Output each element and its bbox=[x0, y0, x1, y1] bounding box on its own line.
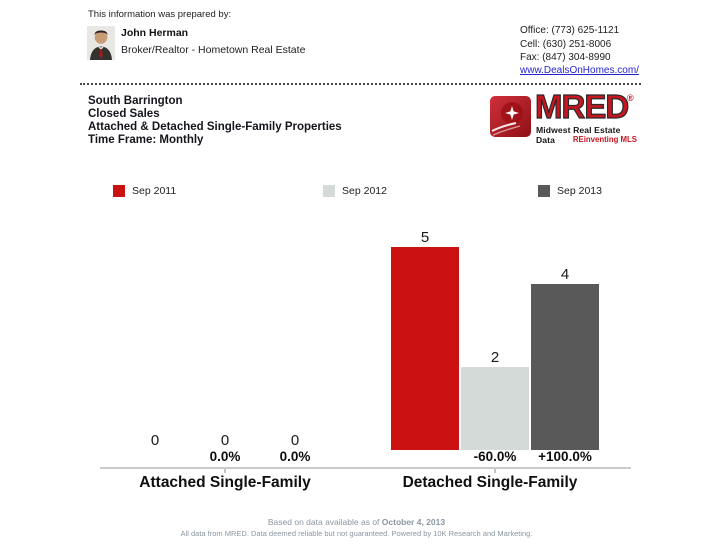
category-label-detached: Detached Single-Family bbox=[402, 474, 578, 491]
registered-mark: ® bbox=[627, 93, 634, 103]
pct-change-label: +100.0% bbox=[538, 449, 592, 464]
footer-date-prefix: Based on data available as of bbox=[267, 517, 382, 527]
pct-change-label bbox=[120, 449, 190, 464]
mred-wordmark: MRED bbox=[534, 88, 629, 125]
bar-group-detached: 5 2 4 bbox=[390, 230, 600, 450]
prepared-by-label: This information was prepared by: bbox=[88, 9, 232, 20]
dotted-separator bbox=[80, 83, 641, 85]
pct-change-label: 0.0% bbox=[209, 449, 241, 464]
contact-block: Office: (773) 625-1121 Cell: (630) 251-8… bbox=[520, 24, 619, 65]
bar-value-label: 0 bbox=[290, 432, 300, 449]
cell-phone: Cell: (630) 251-8006 bbox=[520, 38, 612, 50]
legend-label: Sep 2013 bbox=[557, 185, 602, 197]
bar-sep-2013 bbox=[531, 284, 599, 450]
report-time-frame: Time Frame: Monthly bbox=[88, 134, 204, 146]
bar-column: 0 bbox=[260, 230, 330, 450]
report-location: South Barrington bbox=[88, 95, 183, 107]
mred-logo: MRED ® Midwest Real Estate Data REinvent… bbox=[490, 88, 642, 145]
pct-change-label: -60.0% bbox=[473, 449, 517, 464]
report-property-types: Attached & Detached Single-Family Proper… bbox=[88, 121, 342, 133]
legend-label: Sep 2012 bbox=[342, 185, 387, 197]
legend-label: Sep 2011 bbox=[132, 185, 177, 197]
pct-row-detached: -60.0% +100.0% bbox=[390, 449, 600, 464]
x-axis-line bbox=[100, 467, 631, 469]
legend-swatch-red bbox=[113, 185, 125, 197]
category-label-attached: Attached Single-Family bbox=[139, 474, 311, 491]
mred-slogan: REinventing MLS bbox=[572, 135, 637, 144]
mred-logo-icon bbox=[490, 96, 531, 142]
bar-value-label: 0 bbox=[220, 432, 230, 449]
axis-tick bbox=[224, 469, 226, 473]
agent-photo bbox=[87, 26, 115, 60]
bar-column: 4 bbox=[530, 230, 600, 450]
mred-tagline: Midwest Real Estate Data bbox=[536, 125, 621, 145]
agent-name: John Herman bbox=[121, 27, 189, 39]
bar-column: 0 bbox=[190, 230, 260, 450]
pct-change-label bbox=[390, 449, 460, 464]
legend-item-sep-2011: Sep 2011 bbox=[113, 185, 176, 197]
bar-group-attached: 0 0 0 bbox=[120, 230, 330, 450]
bar-sep-2011 bbox=[391, 247, 459, 450]
pct-change-label: 0.0% bbox=[279, 449, 311, 464]
bar-sep-2012 bbox=[461, 367, 529, 450]
website-link[interactable]: www.DealsOnHomes.com/ bbox=[520, 65, 639, 76]
bar-column: 2 bbox=[460, 230, 530, 450]
footer-date: October 4, 2013 bbox=[381, 517, 446, 527]
pct-row-attached: 0.0% 0.0% bbox=[120, 449, 330, 464]
axis-tick bbox=[494, 469, 496, 473]
agent-photo-image bbox=[87, 26, 115, 60]
legend-swatch-darkgray bbox=[538, 185, 550, 197]
agent-title: Broker/Realtor - Hometown Real Estate bbox=[121, 44, 306, 56]
bar-column: 0 bbox=[120, 230, 190, 450]
bar-value-label: 5 bbox=[420, 229, 430, 246]
legend-item-sep-2012: Sep 2012 bbox=[323, 185, 387, 197]
footer-disclaimer: All data from MRED. Data deemed reliable… bbox=[180, 529, 533, 538]
bar-value-label: 2 bbox=[490, 349, 500, 367]
footer-data-date: Based on data available as of October 4,… bbox=[0, 517, 713, 527]
fax-number: Fax: (847) 304-8990 bbox=[520, 52, 611, 63]
bar-value-label: 0 bbox=[150, 432, 160, 449]
office-phone: Office: (773) 625-1121 bbox=[520, 25, 620, 36]
report-metric: Closed Sales bbox=[88, 108, 160, 120]
bar-value-label: 4 bbox=[560, 266, 570, 284]
legend-item-sep-2013: Sep 2013 bbox=[538, 185, 602, 197]
report-title-block: South Barrington Closed Sales Attached &… bbox=[88, 95, 342, 147]
legend-swatch-lightgray bbox=[323, 185, 335, 197]
bar-column: 5 bbox=[390, 230, 460, 450]
